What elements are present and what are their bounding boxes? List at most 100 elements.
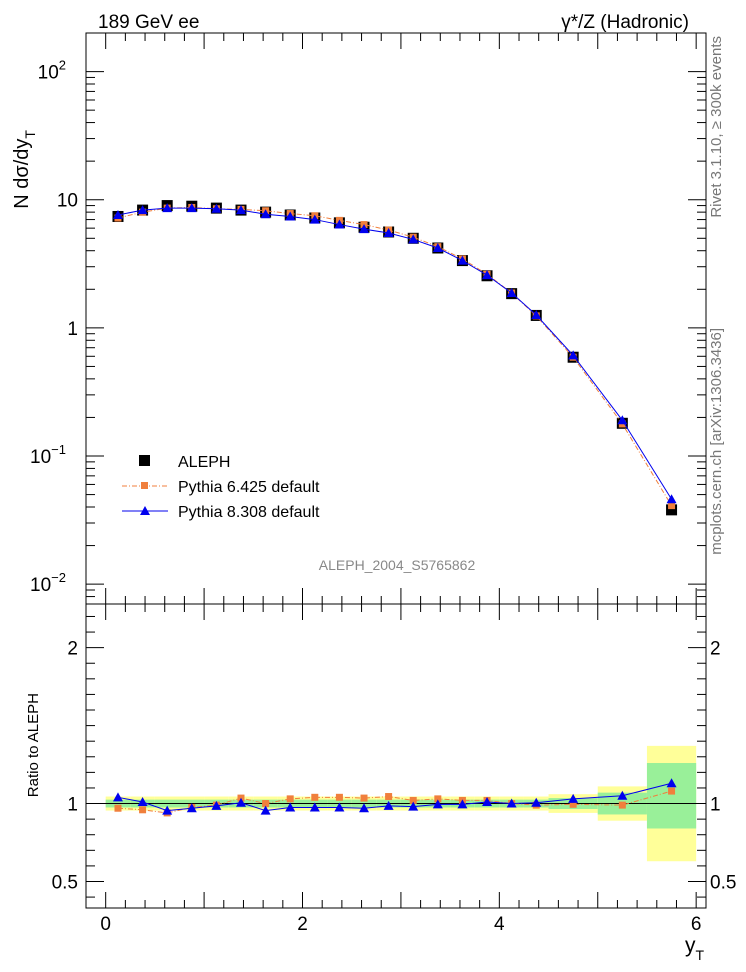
legend-marker-py6 (141, 482, 148, 489)
ratio-py6-point (434, 795, 442, 803)
ratio-py8-point (285, 802, 296, 812)
main-py8-point (285, 211, 296, 221)
ratio-py6-point (360, 794, 368, 802)
main-py8-point (531, 310, 542, 320)
ratio-py8-point (334, 802, 345, 812)
ratio-py8-point (137, 796, 148, 806)
ratio-bands (86, 745, 706, 862)
ratio-py8-point (408, 801, 419, 811)
ratio-py8-point (457, 799, 468, 809)
main-py8-point (186, 203, 197, 213)
legend-marker-py8 (140, 506, 150, 515)
legend-label-py8: Pythia 8.308 default (178, 504, 320, 521)
main-y-tick-label: 10 (57, 191, 78, 212)
ratio-py8-point (309, 802, 320, 812)
legend-marker-aleph (139, 455, 150, 466)
main-py8-point (162, 203, 173, 213)
legend-label-py6: Pythia 6.425 default (178, 479, 320, 496)
x-axis-label-text: y (685, 934, 696, 957)
main-marks (112, 200, 678, 516)
main-py8-point (568, 350, 579, 360)
ratio-y-tick-label: 0.5 (52, 872, 78, 893)
ratio-py8-point (568, 793, 579, 803)
main-py8-point (236, 205, 246, 215)
main-y-tick-label-base: 10 (57, 191, 78, 212)
mcplots-label: mcplots.cern.ch [arXiv:1306.3436] (708, 328, 725, 555)
ratio-py8-point (666, 778, 677, 788)
main-y-tick-label-exp: 2 (59, 58, 66, 73)
ratio-frame (85, 603, 707, 909)
ratio-y-tick-label-right: 1 (710, 795, 721, 816)
x-tick-label: 4 (494, 914, 505, 935)
main-y-tick-label-base: 1 (67, 319, 78, 340)
main-py8-point (211, 203, 222, 213)
main-y-tick-label-base: 10 (30, 447, 51, 468)
main-y-tick-label: 1 (67, 319, 78, 340)
main-py8-point (260, 209, 271, 219)
main-y-tick-label-exp: −1 (51, 442, 66, 457)
main-py8-point (309, 214, 320, 224)
ratio-py8-point (383, 800, 394, 810)
ratio-py8-point (482, 796, 493, 806)
ratio-py6-point (311, 793, 319, 801)
ratio-panel: 0.5 0.5 1 1 2 2 0 2 4 6 Ratio to ALEPH yT (25, 603, 736, 963)
main-y-label: N dσ/dyT (11, 130, 38, 209)
ratio-y-tick-label-right: 0.5 (710, 872, 736, 893)
ratio-py6-point (286, 795, 294, 803)
main-py8-point (617, 415, 628, 425)
main-y-tick-label: 10−2 (30, 570, 66, 596)
ratio-py8-point (186, 803, 197, 813)
ratio-py6-point (618, 801, 626, 809)
ratio-py8-point (359, 803, 370, 813)
main-y-tick-label-base: 10 (38, 63, 59, 84)
ratio-py8-point (211, 800, 222, 810)
ratio-py8-point (531, 797, 542, 807)
main-py8-point (666, 494, 677, 504)
main-py8-point (359, 224, 370, 234)
ratio-py8-point (506, 798, 517, 808)
ratio-marks (112, 778, 677, 817)
ratio-py6-point (335, 793, 343, 801)
analysis-watermark: ALEPH_2004_S5765862 (319, 557, 476, 573)
ratio-py6-point (409, 796, 417, 804)
rivet-label: Rivet 3.1.10, ≥ 300k events (708, 36, 725, 218)
main-py8-point (432, 242, 443, 252)
ratio-py6-point (139, 806, 147, 814)
main-py8-point (408, 234, 419, 244)
main-py8-point (334, 219, 345, 229)
ratio-py8-point (617, 790, 628, 800)
main-py8-point (506, 288, 517, 298)
main-y-label-sub: T (22, 130, 38, 139)
main-aleph-point (666, 504, 678, 516)
ratio-py8-point (432, 799, 443, 809)
main-y-tick-label-exp: −2 (51, 570, 66, 585)
main-py8-point (137, 205, 148, 215)
ratio-py6-point (262, 800, 270, 808)
main-py8-point (383, 227, 394, 237)
x-tick-label: 6 (691, 914, 702, 935)
ratio-py6-point (385, 793, 393, 801)
main-y-tick-label-base: 10 (30, 575, 51, 596)
x-tick-label: 2 (297, 914, 308, 935)
legend-label-aleph: ALEPH (178, 454, 230, 471)
ratio-y-label: Ratio to ALEPH (25, 693, 42, 797)
main-py6-point (668, 502, 676, 510)
x-axis-label: yT (685, 934, 705, 963)
ratio-py8-point (112, 792, 123, 802)
ratio-py6-point (569, 800, 577, 808)
main-py8-point (457, 255, 468, 265)
main-y-label-text: N dσ/dy (11, 139, 33, 209)
main-py8-point (112, 209, 123, 219)
ratio-py8-point (236, 797, 246, 807)
main-py8-point (482, 270, 493, 280)
x-tick-label: 0 (100, 914, 111, 935)
legend: ALEPH Pythia 6.425 default Pythia 8.308 … (122, 454, 320, 521)
ratio-y-tick-label: 2 (67, 639, 78, 660)
ratio-y-tick-label: 1 (67, 795, 78, 816)
ratio-py6-point (668, 787, 676, 795)
ratio-py8-point (162, 805, 173, 815)
header-right: γ*/Z (Hadronic) (561, 12, 689, 33)
